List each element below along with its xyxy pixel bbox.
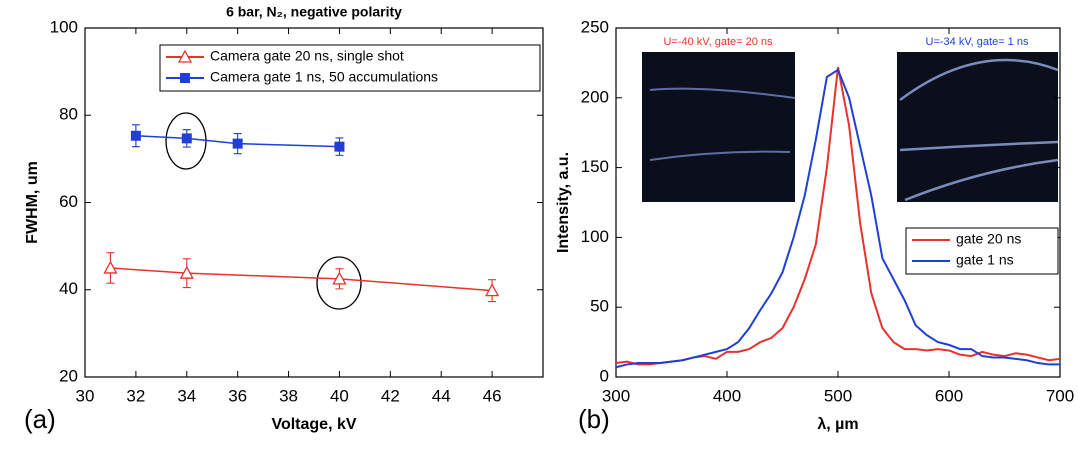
legend-marker xyxy=(180,73,190,83)
marker xyxy=(181,133,192,144)
highlight-ellipse xyxy=(316,256,362,310)
legend-marker xyxy=(177,49,193,63)
x-tick-label: 300 xyxy=(602,386,630,405)
legend-label: gate 20 ns xyxy=(956,231,1021,247)
panel-label: (a) xyxy=(24,404,56,434)
inset-image xyxy=(642,52,795,202)
y-tick-label: 0 xyxy=(600,366,609,385)
x-tick-label: 44 xyxy=(432,386,451,405)
legend-label: gate 1 ns xyxy=(956,252,1014,268)
legend-label: Camera gate 1 ns, 50 accumulations xyxy=(210,69,438,85)
x-tick-label: 38 xyxy=(279,386,298,405)
x-tick-label: 46 xyxy=(483,386,502,405)
y-axis-label: Intensity, a.u. xyxy=(555,152,572,253)
plot-frame xyxy=(84,27,544,378)
y-tick-label: 80 xyxy=(59,105,78,124)
y-axis-label: FWHM, um xyxy=(24,161,41,244)
x-tick-label: 400 xyxy=(713,386,741,405)
y-tick-label: 60 xyxy=(59,192,78,211)
legend-label: Camera gate 20 ns, single shot xyxy=(210,48,404,64)
x-tick-label: 40 xyxy=(330,386,349,405)
y-tick-label: 40 xyxy=(59,279,78,298)
inset-streak xyxy=(899,58,1059,202)
x-tick-label: 700 xyxy=(1046,386,1074,405)
marker xyxy=(332,271,347,285)
x-tick-label: 32 xyxy=(126,386,145,405)
marker xyxy=(232,138,243,149)
marker xyxy=(179,265,194,279)
x-tick-label: 30 xyxy=(76,386,95,405)
y-tick-label: 200 xyxy=(581,87,609,106)
y-tick-label: 100 xyxy=(581,227,609,246)
x-tick-label: 36 xyxy=(228,386,247,405)
y-tick-label: 20 xyxy=(59,366,78,385)
legend-box xyxy=(905,227,1059,275)
x-tick-label: 42 xyxy=(381,386,400,405)
y-tick-label: 150 xyxy=(581,157,609,176)
marker xyxy=(130,130,141,141)
panel-label: (b) xyxy=(578,404,610,434)
inset-streak xyxy=(649,87,796,161)
marker xyxy=(485,283,500,297)
inset-images xyxy=(642,52,1059,202)
series-line xyxy=(615,68,1060,369)
x-tick-label: 500 xyxy=(824,386,852,405)
series-line xyxy=(110,267,493,292)
marker xyxy=(103,260,118,274)
annotation: U=-40 kV, gate= 20 ns xyxy=(663,36,773,48)
y-tick-label: 250 xyxy=(581,17,609,36)
inset-image xyxy=(897,52,1058,202)
annotation: U=-34 kV, gate= 1 ns xyxy=(926,36,1029,48)
y-tick-label: 100 xyxy=(50,17,78,36)
marker xyxy=(334,141,345,152)
x-axis-label: Voltage, kV xyxy=(271,416,356,433)
legend-box xyxy=(159,44,541,92)
series-line xyxy=(135,135,340,148)
x-tick-label: 34 xyxy=(177,386,196,405)
plot-frame xyxy=(615,27,1061,378)
x-tick-label: 600 xyxy=(935,386,963,405)
x-axis-label: λ, µm xyxy=(817,416,858,433)
chart-title: 6 bar, N₂, negative polarity xyxy=(226,4,402,20)
y-tick-label: 50 xyxy=(590,297,609,316)
